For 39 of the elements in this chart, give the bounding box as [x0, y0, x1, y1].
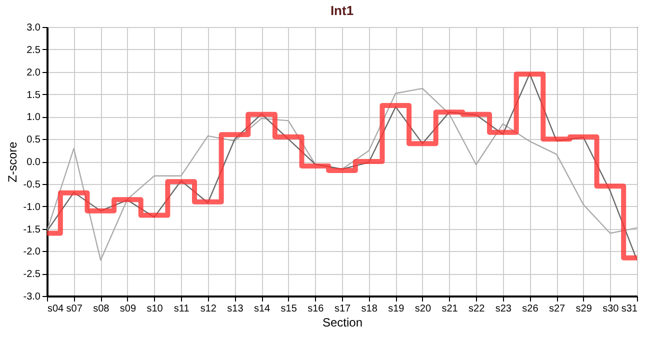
y-tick-label: -2.5: [23, 269, 41, 280]
x-tick-label: s11: [174, 304, 190, 314]
y-tick-label: -0.5: [23, 179, 41, 190]
y-tick-label: 1.0: [26, 112, 41, 124]
x-tick-label: s21: [442, 304, 458, 314]
y-tick-label: 2.0: [26, 67, 41, 78]
x-tick-label: s04: [48, 304, 64, 314]
y-tick-label: -2.0: [23, 246, 41, 258]
y-tick-label: -3.0: [23, 292, 41, 302]
x-axis-title: Section: [322, 316, 363, 330]
x-tick-label: s23: [495, 304, 512, 314]
y-tick-label: -1.5: [23, 224, 41, 236]
chart-title: Int1: [330, 3, 354, 18]
x-tick-label: s22: [468, 304, 486, 314]
y-tick-label: 0.5: [26, 134, 41, 146]
y-tick-label: 0.0: [26, 157, 41, 168]
x-tick-label: s08: [93, 304, 110, 314]
x-tick-label: s26: [522, 304, 539, 314]
y-tick-label: 2.5: [26, 44, 41, 56]
x-tick-label: s27: [548, 304, 566, 314]
x-tick-label: s18: [361, 304, 378, 314]
x-tick-label: s19: [388, 304, 405, 314]
x-tick-label: s15: [280, 304, 298, 314]
x-tick-label: s14: [254, 304, 271, 314]
x-tick-label: s10: [146, 304, 164, 314]
x-tick-label: s20: [414, 304, 432, 314]
x-tick-label: s16: [308, 304, 324, 314]
y-tick-label: 3.0: [26, 22, 41, 34]
x-tick-label: s12: [200, 304, 217, 314]
x-tick-label: s31: [621, 304, 638, 314]
y-tick-label: 1.5: [26, 90, 41, 101]
y-axis-title: Z-score: [5, 141, 20, 182]
x-tick-label: s07: [66, 304, 83, 314]
x-tick-label: s13: [227, 304, 244, 314]
y-tick-label: -1.0: [23, 202, 41, 213]
x-tick-label: s29: [576, 304, 592, 314]
x-tick-label: s30: [602, 304, 620, 314]
x-tick-label: s09: [120, 304, 136, 314]
x-tick-label: s17: [334, 304, 351, 314]
